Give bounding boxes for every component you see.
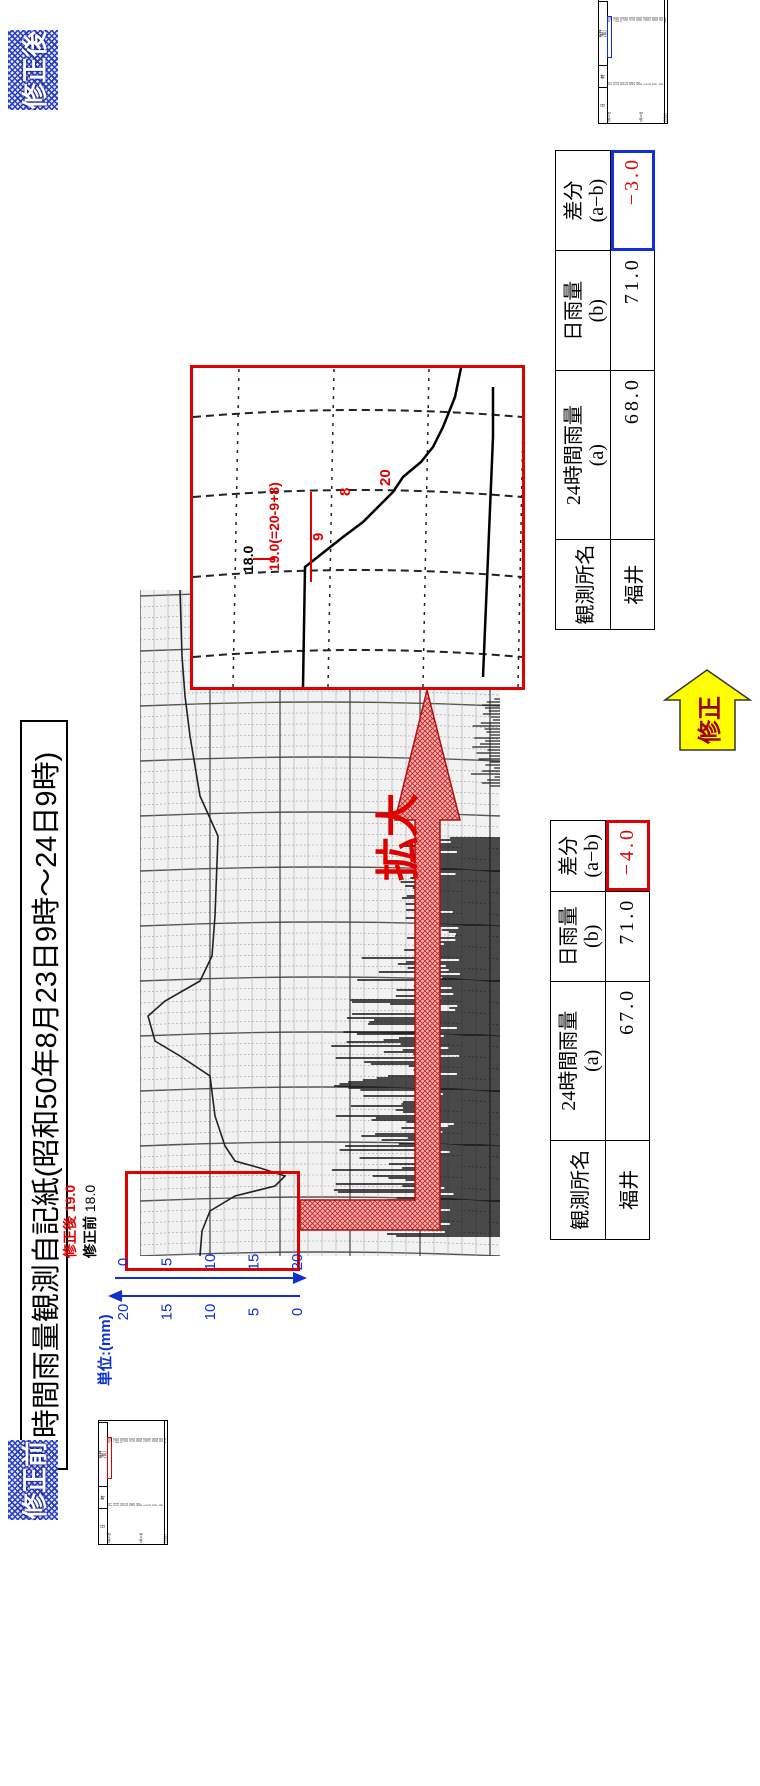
paper-line bbox=[140, 734, 500, 740]
scale-label: 10 bbox=[202, 1254, 219, 1271]
paper-line bbox=[140, 1130, 500, 1136]
header-text: 差分 bbox=[563, 180, 585, 221]
cell: 71.0 bbox=[610, 250, 655, 371]
zoom-chart bbox=[192, 367, 525, 688]
header: 差分 (a−b) bbox=[555, 150, 611, 251]
paper-line bbox=[140, 976, 500, 982]
scale-label: 20 bbox=[115, 1304, 132, 1321]
paper-line bbox=[140, 1152, 500, 1158]
scale-arrow bbox=[108, 1290, 122, 1302]
cell: 福井 bbox=[605, 1140, 650, 1240]
paper-line bbox=[140, 954, 500, 960]
scale-label: 0 bbox=[289, 1308, 306, 1316]
header: 日雨量 (b) bbox=[555, 250, 611, 371]
header-text: 日雨量 bbox=[558, 906, 580, 967]
zoom-9: 9 bbox=[310, 532, 327, 541]
zoom-old: 18.0 bbox=[240, 545, 256, 573]
paper-line bbox=[140, 1042, 500, 1048]
summary-after: 観測所名 24時間雨量 (a) 日雨量 (b) 差分 (a−b) 福井 68.0 71… bbox=[555, 150, 655, 630]
paper-line bbox=[140, 888, 500, 894]
header-text: 差分 bbox=[558, 835, 580, 876]
summary-before: 観測所名 24時間雨量 (a) 日雨量 (b) 差分 (a−b) 福井 67.0 71… bbox=[550, 820, 650, 1240]
zoom-grid bbox=[327, 367, 335, 688]
zoom-trace bbox=[301, 367, 463, 688]
paper-line bbox=[140, 690, 500, 696]
cell: −3.0 bbox=[610, 150, 655, 251]
paper-line bbox=[140, 998, 500, 1004]
cell: 67.0 bbox=[605, 981, 650, 1141]
paper-line bbox=[140, 1053, 500, 1059]
paper-line bbox=[140, 932, 500, 938]
zoom-grid bbox=[232, 367, 240, 688]
zoom-8: 8 bbox=[337, 487, 354, 496]
header: 観測所名 bbox=[555, 539, 611, 630]
paper-line bbox=[140, 778, 500, 784]
zoom-grid bbox=[192, 649, 523, 658]
scale-label: 10 bbox=[202, 1304, 219, 1321]
cell: 71.0 bbox=[605, 891, 650, 982]
paper-line bbox=[140, 723, 500, 729]
zoom-arrow bbox=[299, 689, 461, 1231]
header: 差分 (a−b) bbox=[550, 820, 606, 892]
header-text: (a) bbox=[586, 444, 608, 467]
scale-label: 15 bbox=[158, 1304, 175, 1321]
zoom-grid bbox=[192, 489, 523, 498]
paper-line bbox=[140, 1196, 500, 1202]
header: 観測所名 bbox=[550, 1140, 606, 1240]
zoom-label: 拡大 bbox=[374, 793, 423, 881]
paper-line bbox=[140, 756, 500, 762]
paper-line bbox=[140, 712, 500, 718]
header-text: (a−b) bbox=[581, 834, 603, 878]
cell: 68.0 bbox=[610, 370, 655, 540]
paper-line bbox=[140, 745, 500, 751]
zoom-grid bbox=[192, 409, 523, 418]
scale-label: 0 bbox=[115, 1258, 132, 1266]
paper-line bbox=[140, 701, 500, 707]
header-text: (b) bbox=[581, 924, 603, 948]
paper-line bbox=[140, 910, 500, 916]
paper-line bbox=[140, 1064, 500, 1070]
zoom-box bbox=[190, 365, 525, 690]
header-text: 観測所名 bbox=[574, 544, 597, 625]
cell: 福井 bbox=[610, 539, 655, 630]
header-text: 24時間雨量 bbox=[563, 405, 585, 506]
fix-label: 修正 bbox=[697, 696, 724, 744]
zoom-20: 20 bbox=[377, 469, 394, 486]
scale-arrow bbox=[293, 1272, 307, 1284]
header: 24時間雨量 (a) bbox=[550, 981, 606, 1141]
paper-line bbox=[140, 1108, 500, 1114]
header-text: (a−b) bbox=[586, 178, 608, 223]
paper-line bbox=[140, 822, 500, 828]
cell: −4.0 bbox=[605, 820, 650, 892]
zoom-trace bbox=[481, 387, 495, 678]
scale-label: 5 bbox=[158, 1258, 175, 1266]
paper-line bbox=[140, 1251, 500, 1256]
zoom-formula: 19.0(=20-9+8) bbox=[266, 482, 282, 571]
zoom-grid bbox=[422, 367, 430, 688]
header-text: (a) bbox=[581, 1049, 603, 1072]
scale-label: 5 bbox=[245, 1308, 262, 1316]
scale-label: 20 bbox=[289, 1254, 306, 1271]
paper-line bbox=[140, 833, 500, 839]
header-text: 24時間雨量 bbox=[558, 1010, 580, 1111]
fix-arrow bbox=[662, 669, 753, 751]
paper-line bbox=[140, 1086, 500, 1092]
paper-line bbox=[140, 1020, 500, 1026]
trace bbox=[147, 590, 287, 1256]
header-text: 日雨量 bbox=[563, 280, 585, 341]
paper-line bbox=[140, 866, 500, 872]
paper-line bbox=[140, 767, 500, 773]
header-text: (b) bbox=[586, 299, 608, 323]
zoom-grid bbox=[192, 569, 523, 578]
scale-label: 15 bbox=[245, 1254, 262, 1271]
header: 日雨量 (b) bbox=[550, 891, 606, 982]
header-text: 観測所名 bbox=[569, 1149, 592, 1230]
header: 24時間雨量 (a) bbox=[555, 370, 611, 540]
paper-line bbox=[140, 1174, 500, 1180]
paper-line bbox=[140, 1240, 500, 1246]
paper-line bbox=[140, 844, 500, 850]
